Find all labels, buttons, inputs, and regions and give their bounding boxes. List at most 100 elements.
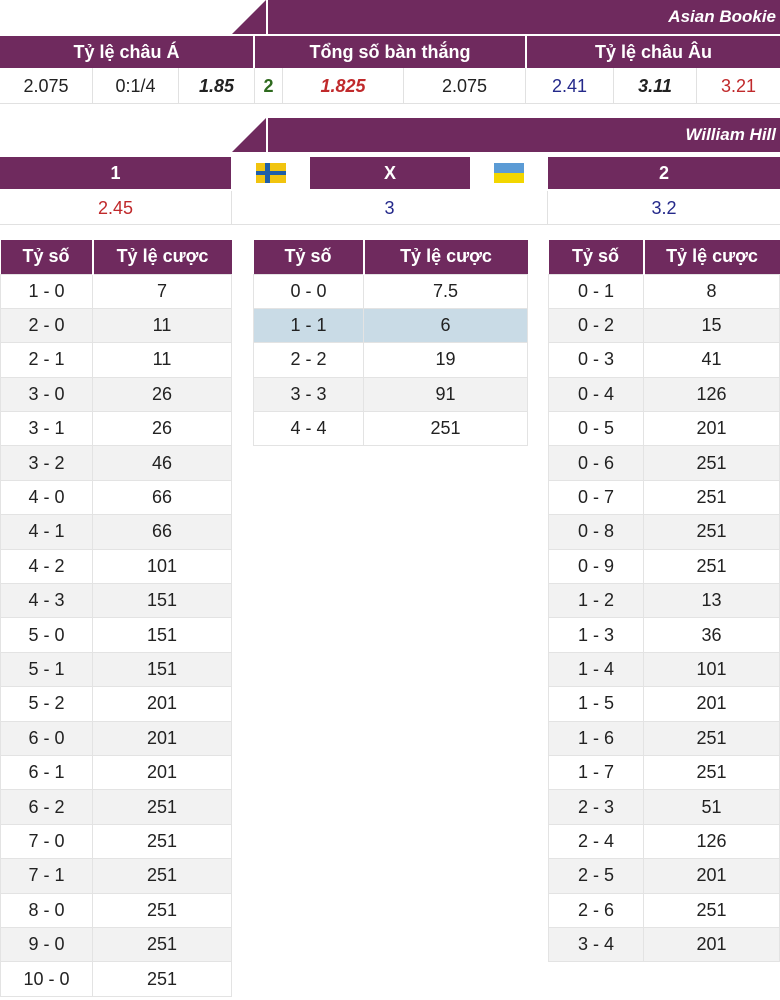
odds-cell: 201 [92, 754, 232, 791]
table-row: 2 - 5 201 [548, 858, 780, 894]
odds-column-header: Tỷ lệ cược [643, 240, 780, 274]
score-cell: 5 - 2 [0, 686, 93, 722]
odds-cell: 251 [92, 892, 232, 928]
score-cell: 2 - 2 [253, 342, 364, 378]
table-row: 2 - 3 51 [548, 789, 780, 825]
odds-cell: 251 [92, 961, 232, 997]
home-team-flag-cell [231, 157, 310, 189]
odds-cell: 66 [92, 514, 232, 550]
away-win-odds: 3.2 [651, 197, 677, 218]
odds-cell: 201 [643, 411, 780, 447]
ukraine-flag-icon [494, 163, 524, 183]
score-cell: 4 - 2 [0, 548, 93, 585]
eu-away-odds: 3.21 [720, 75, 757, 96]
table-row: 2 - 2 19 [253, 342, 528, 378]
odds-cell: 251 [92, 789, 232, 825]
table-row: 0 - 0 7.5 [253, 273, 528, 309]
odds-cell: 8 [643, 273, 780, 309]
score-cell: 1 - 2 [548, 583, 644, 619]
table-row: 3 - 3 91 [253, 376, 528, 413]
table-row: 3 - 0 26 [0, 376, 232, 413]
score-column-header: Tỷ số [0, 240, 94, 274]
odds-cell: 201 [92, 686, 232, 722]
odds-cell: 19 [363, 342, 528, 378]
odds-cell: 251 [643, 548, 780, 585]
score-cell: 8 - 0 [0, 892, 93, 928]
odds-cell: 66 [92, 479, 232, 516]
table-row: 4 - 0 66 [0, 479, 232, 516]
score-cell: 0 - 4 [548, 376, 644, 413]
score-cell: 3 - 3 [253, 376, 364, 413]
total-goals-line: 2 [255, 68, 283, 104]
score-cell: 2 - 0 [0, 307, 93, 344]
score-cell: 7 - 0 [0, 823, 93, 860]
score-cell: 5 - 1 [0, 651, 93, 688]
table-row: 3 - 4 201 [548, 926, 780, 963]
table-row: 0 - 4 126 [548, 376, 780, 413]
score-cell: 0 - 1 [548, 273, 644, 309]
draw-header: X [310, 157, 470, 189]
away-win-header: 2 [548, 157, 780, 189]
odds-cell: 251 [363, 411, 528, 447]
score-column-header: Tỷ số [253, 240, 365, 274]
table-row: 8 - 0 251 [0, 892, 232, 928]
table-row: 3 - 2 46 [0, 445, 232, 481]
table-row: 0 - 7 251 [548, 479, 780, 516]
william-hill-header-row: 1 X 2 [0, 157, 780, 189]
odds-cell: 41 [643, 342, 780, 378]
score-cell: 1 - 5 [548, 686, 644, 722]
home-win-header: 1 [0, 157, 231, 189]
score-cell: 0 - 2 [548, 307, 644, 344]
score-cell: 0 - 5 [548, 411, 644, 447]
asian-handicap-header: Tỷ lệ châu Á [0, 36, 253, 68]
odds-cell: 201 [643, 686, 780, 722]
odds-cell: 101 [92, 548, 232, 585]
asia-away-odds: 1.85 [179, 68, 255, 104]
table-row: 1 - 2 13 [548, 583, 780, 619]
table-row: 1 - 7 251 [548, 754, 780, 791]
score-cell: 6 - 2 [0, 789, 93, 825]
score-cell: 5 - 0 [0, 617, 93, 653]
score-cell: 0 - 9 [548, 548, 644, 585]
total-over-odds: 1.825 [283, 68, 404, 104]
total-under-odds: 2.075 [404, 68, 526, 104]
score-cell: 2 - 4 [548, 823, 644, 860]
odds-cell: 101 [643, 651, 780, 688]
score-cell: 0 - 3 [548, 342, 644, 378]
odds-cell: 201 [643, 858, 780, 894]
table-row: 0 - 6 251 [548, 445, 780, 481]
bookie-name: William Hill [685, 125, 776, 144]
table-row: 7 - 0 251 [0, 823, 232, 860]
odds-cell: 13 [643, 583, 780, 619]
odds-cell: 91 [363, 376, 528, 413]
score-cell: 3 - 4 [548, 926, 644, 963]
score-cell: 0 - 0 [253, 273, 364, 309]
score-cell: 6 - 0 [0, 720, 93, 756]
table-row: 4 - 4 251 [253, 411, 528, 447]
odds-cell: 251 [643, 479, 780, 516]
home-win-odds: 2.45 [0, 191, 232, 225]
bookie-name: Asian Bookie [668, 7, 776, 26]
table-row: 1 - 5 201 [548, 686, 780, 722]
sweden-flag-icon [255, 163, 286, 183]
score-cell: 4 - 3 [0, 583, 93, 619]
table-row: 0 - 3 41 [548, 342, 780, 378]
score-cell: 7 - 1 [0, 858, 93, 894]
score-cell: 4 - 0 [0, 479, 93, 516]
odds-cell: 126 [643, 376, 780, 413]
odds-cell: 36 [643, 617, 780, 653]
table-row: 1 - 3 36 [548, 617, 780, 653]
odds-cell: 251 [92, 823, 232, 860]
score-cell: 6 - 1 [0, 754, 93, 791]
score-cell: 2 - 6 [548, 892, 644, 928]
away-team-flag-cell [470, 157, 548, 189]
asian-bookie-values-row: 2.075 0:1/4 1.85 2 1.825 2.075 2.41 3.11… [0, 68, 780, 104]
score-cell: 4 - 1 [0, 514, 93, 550]
score-cell: 9 - 0 [0, 926, 93, 963]
table-row: 6 - 2 251 [0, 789, 232, 825]
odds-cell: 46 [92, 445, 232, 481]
table-row: 3 - 1 26 [0, 411, 232, 447]
